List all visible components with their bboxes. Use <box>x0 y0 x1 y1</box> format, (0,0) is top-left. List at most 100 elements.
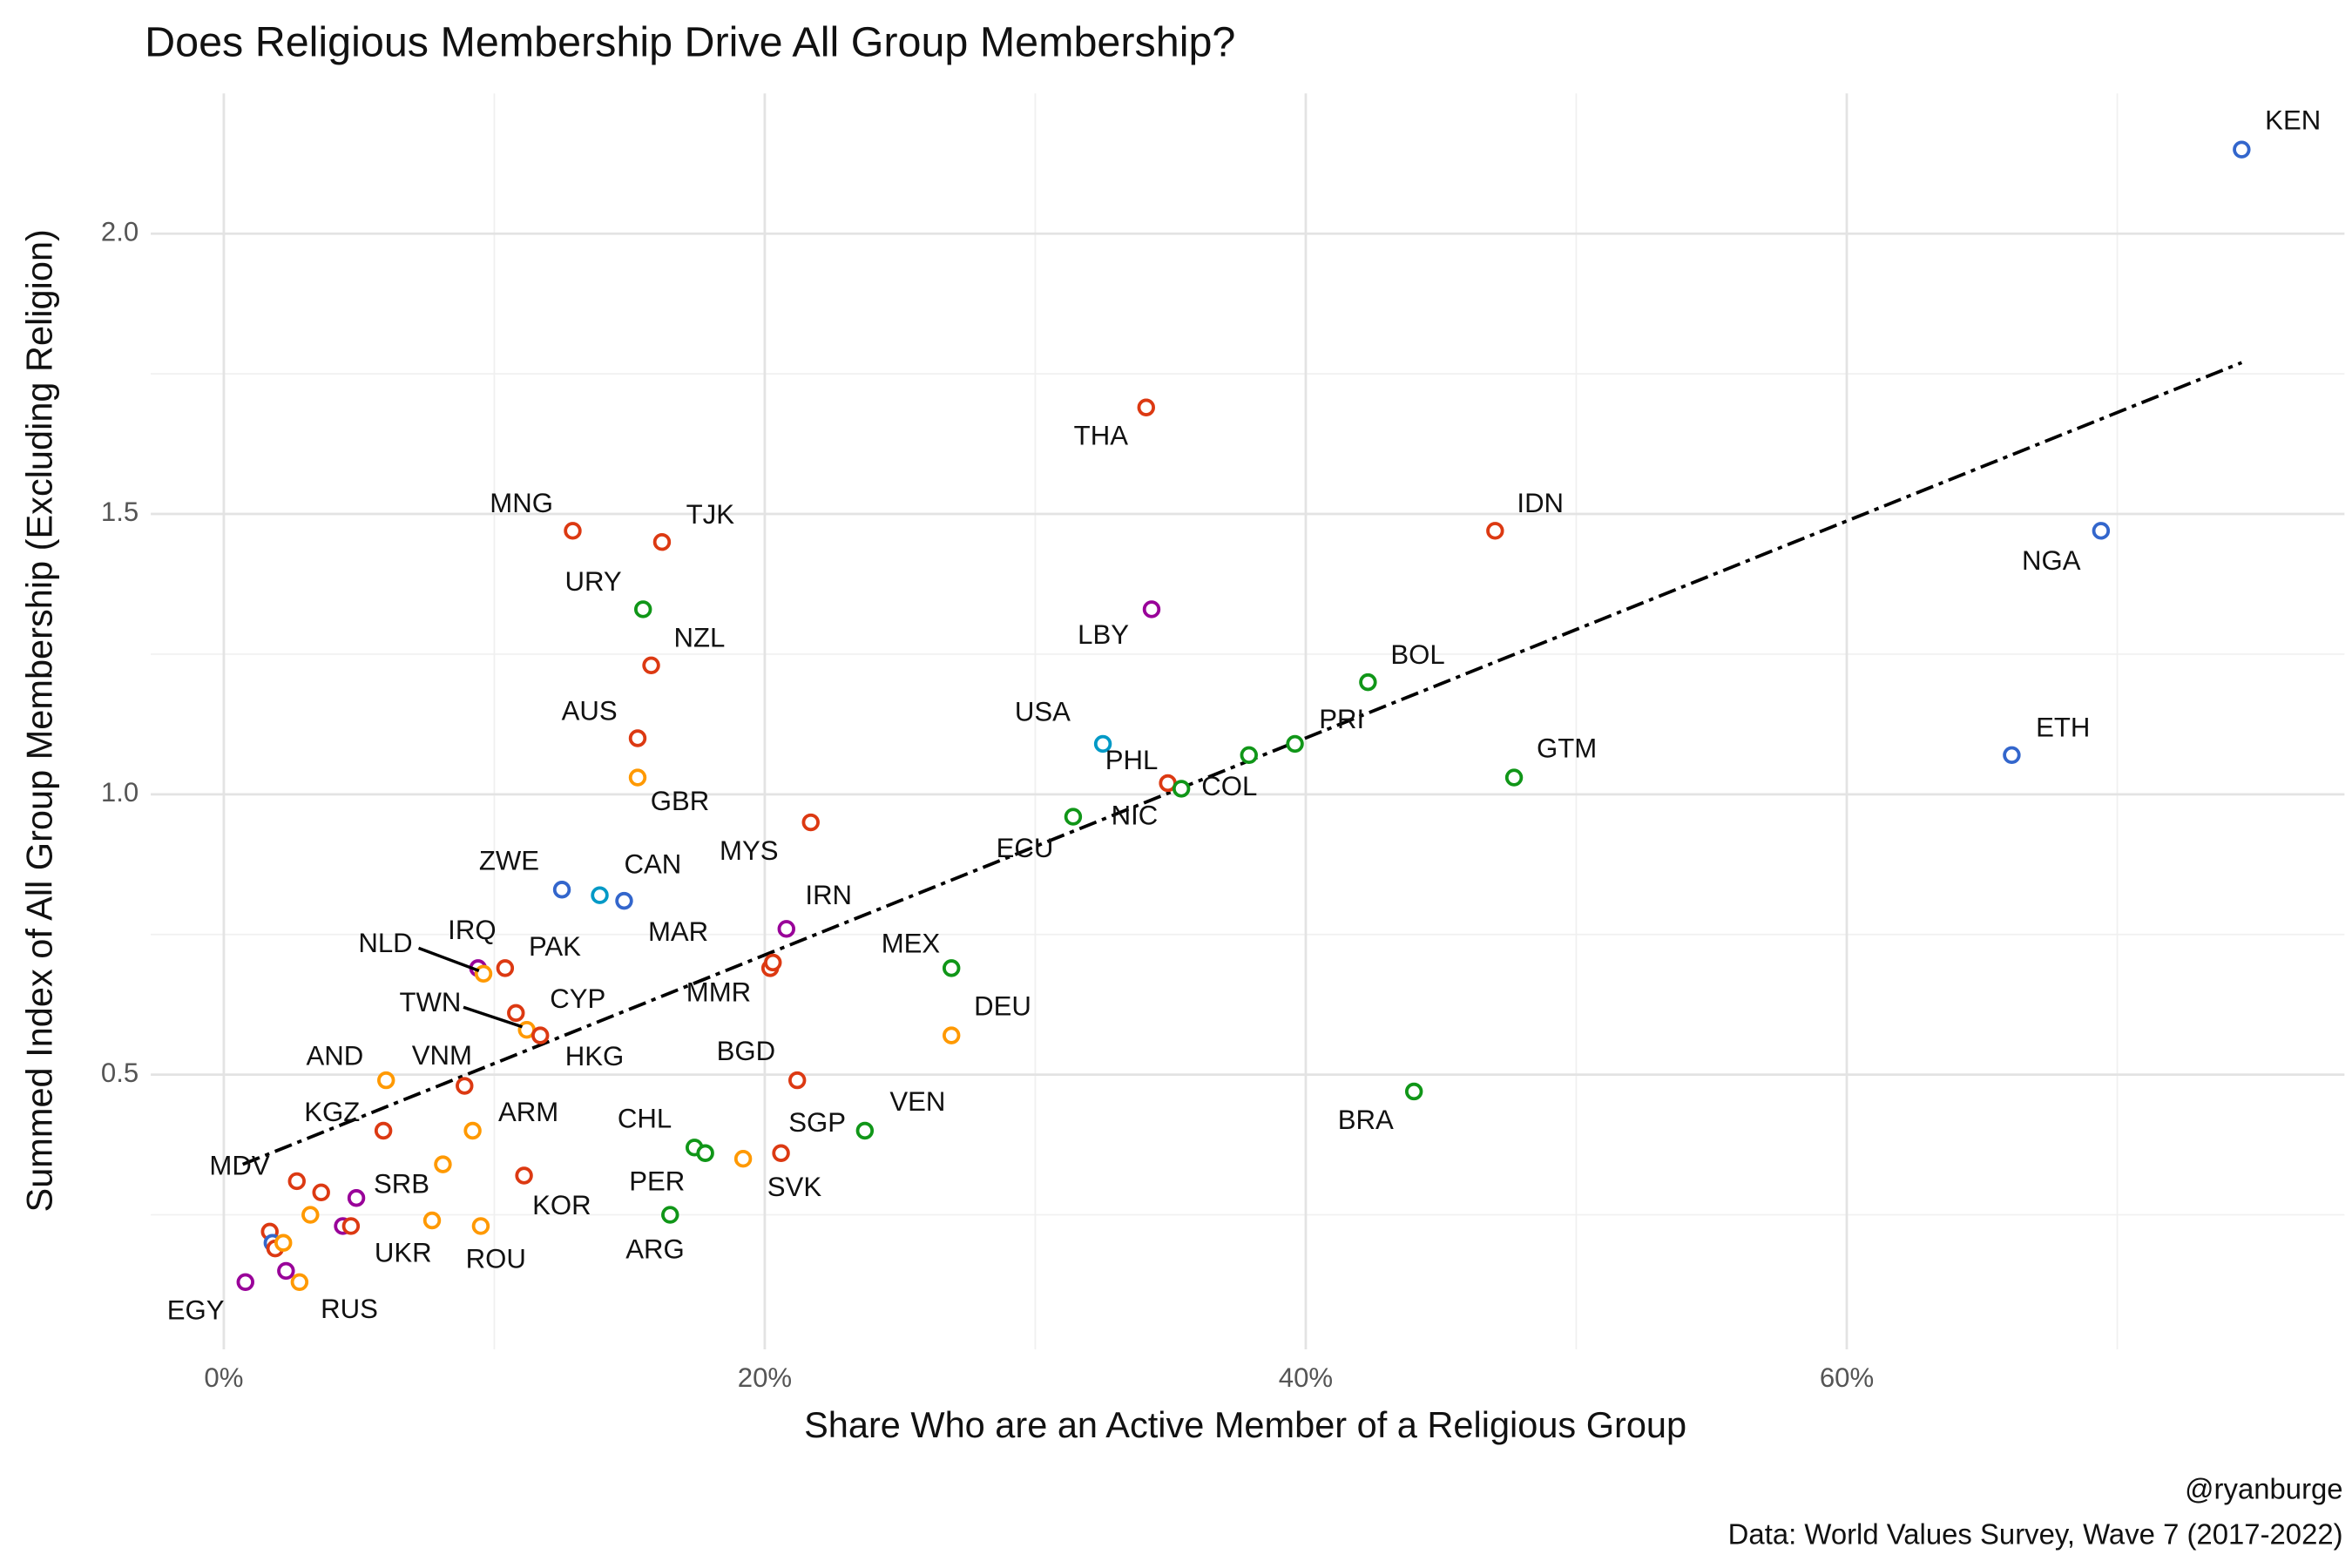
point-label: VNM <box>412 1040 472 1071</box>
point-label: MYS <box>720 835 778 866</box>
point-label: KGZ <box>304 1097 360 1127</box>
x-tick-label: 60% <box>1820 1362 1874 1393</box>
point <box>434 1155 452 1173</box>
point-label: ECU <box>997 833 1054 863</box>
point <box>942 1026 961 1044</box>
point <box>422 1211 442 1230</box>
point <box>787 1071 807 1090</box>
point <box>471 1217 490 1235</box>
point-label: ZWE <box>479 845 539 875</box>
point-label: DEU <box>974 991 1031 1022</box>
point <box>696 1144 714 1162</box>
point <box>347 1189 366 1207</box>
point-label: BOL <box>1390 639 1444 670</box>
point-label: GTM <box>1537 733 1597 764</box>
point <box>615 891 633 910</box>
leader-line <box>463 1005 524 1029</box>
point <box>2092 522 2111 540</box>
point-label: THA <box>1074 421 1129 451</box>
y-tick-label: 1.5 <box>101 497 139 527</box>
y-tick-label: 1.0 <box>101 777 139 808</box>
point <box>772 1144 790 1162</box>
point <box>628 768 647 787</box>
point-label: MAR <box>648 916 708 947</box>
point-label: NLD <box>358 928 412 958</box>
point-label: TWN <box>399 987 461 1017</box>
point-label: RUS <box>321 1294 378 1324</box>
point <box>474 964 493 983</box>
point <box>652 533 672 551</box>
point <box>634 600 652 618</box>
point-label: URY <box>565 566 622 597</box>
caption: @ryanburge <box>2185 1472 2342 1504</box>
point <box>1286 734 1304 754</box>
point-label: ETH <box>2036 713 2090 743</box>
y-tick-label: 2.0 <box>101 216 139 247</box>
point-label: AND <box>307 1040 364 1071</box>
point-label: NZL <box>673 623 725 653</box>
point <box>564 522 582 540</box>
point-label: ARG <box>625 1233 684 1264</box>
point <box>290 1273 309 1292</box>
point <box>2003 746 2021 765</box>
point <box>236 1273 254 1292</box>
point-label: KOR <box>532 1190 591 1220</box>
point <box>642 656 660 675</box>
caption: Data: World Values Survey, Wave 7 (2017-… <box>1728 1517 2343 1550</box>
point-label: COL <box>1201 771 1257 801</box>
point <box>515 1166 533 1185</box>
x-tick-label: 40% <box>1279 1362 1333 1393</box>
point-label: SVK <box>767 1172 822 1202</box>
point-label: GBR <box>651 786 709 816</box>
point <box>531 1026 550 1044</box>
point-label: CAN <box>624 849 681 880</box>
point <box>1064 808 1083 826</box>
trend-line <box>241 361 2243 1166</box>
point-label: IRN <box>805 880 852 910</box>
point-label: ARM <box>498 1097 558 1127</box>
point-label: HKG <box>565 1041 624 1071</box>
point <box>1404 1082 1423 1101</box>
point <box>377 1071 395 1090</box>
point <box>1137 398 1155 416</box>
x-tick-label: 0% <box>204 1362 243 1393</box>
point-label: MDV <box>209 1151 269 1181</box>
point <box>552 881 571 899</box>
point-label: EGY <box>167 1295 225 1326</box>
point-label: IDN <box>1517 488 1564 518</box>
point-label: PAK <box>529 931 581 962</box>
point <box>1240 746 1258 765</box>
point-label: SRB <box>374 1169 429 1200</box>
point <box>764 953 782 972</box>
point <box>1359 672 1377 692</box>
point-label: ROU <box>466 1243 526 1274</box>
point-label: BRA <box>1338 1105 1394 1135</box>
point <box>374 1121 393 1140</box>
point <box>1172 780 1191 798</box>
point <box>855 1121 875 1140</box>
y-axis-label: Summed Index of All Group Membership (Ex… <box>18 229 59 1212</box>
point-label: PHL <box>1105 745 1159 775</box>
point-label: AUS <box>562 695 618 726</box>
point <box>591 886 609 904</box>
chart-title: Does Religious Membership Drive All Grou… <box>145 19 1235 66</box>
point-label: MNG <box>490 488 553 518</box>
point <box>1486 522 1504 540</box>
point <box>312 1183 330 1202</box>
point <box>942 959 961 977</box>
point <box>496 959 515 977</box>
point-label: IRQ <box>448 915 496 945</box>
point <box>777 920 795 938</box>
point <box>661 1206 679 1224</box>
grid <box>151 93 2345 1350</box>
point <box>2233 140 2251 159</box>
point-label: MEX <box>882 929 941 959</box>
point-label: UKR <box>375 1238 432 1268</box>
point-label: NGA <box>2022 545 2081 576</box>
point <box>463 1121 482 1140</box>
leader-line <box>417 946 480 972</box>
point <box>1504 768 1524 787</box>
point-label: VEN <box>889 1086 945 1117</box>
point <box>1142 600 1161 618</box>
